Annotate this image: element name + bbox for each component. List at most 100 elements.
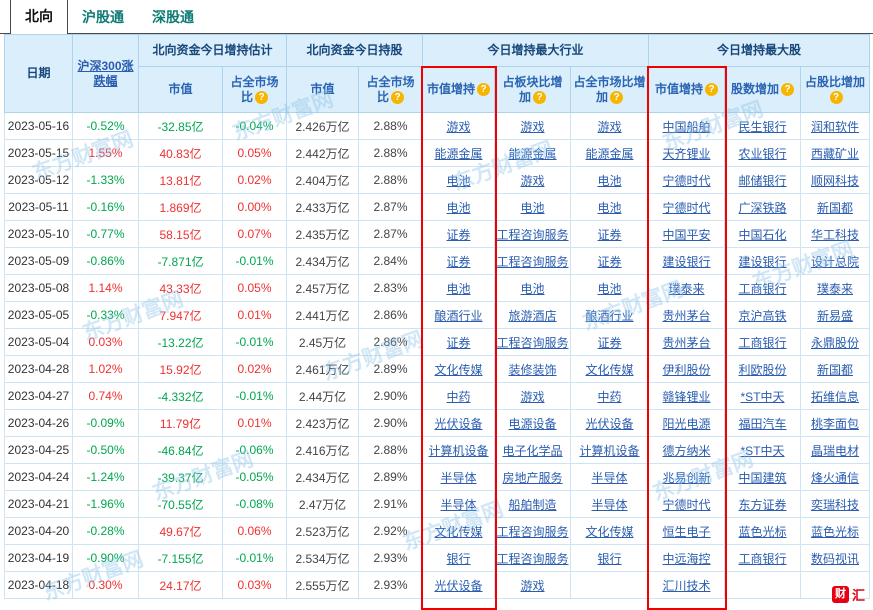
tab-shanghai-connect[interactable]: 沪股通	[82, 9, 124, 25]
help-icon[interactable]: ?	[610, 90, 624, 104]
industry-market-ratio-link[interactable]: 证券	[597, 254, 622, 269]
help-icon[interactable]: ?	[781, 83, 795, 97]
stock-shares-link[interactable]: *ST中天	[740, 389, 785, 404]
industry-market-ratio-link[interactable]: 半导体	[591, 497, 628, 512]
stock-ratio-link[interactable]: 晶瑞电材	[811, 443, 860, 458]
stock-ratio-link[interactable]: 新国都	[817, 200, 854, 215]
industry-market-ratio-link[interactable]: 游戏	[597, 119, 622, 134]
stock-ratio-link[interactable]: 顺网科技	[811, 173, 860, 188]
stock-ratio-link[interactable]: 新易盛	[817, 308, 854, 323]
industry-value-link[interactable]: 半导体	[440, 497, 477, 512]
industry-value-link[interactable]: 半导体	[440, 470, 477, 485]
stock-ratio-link[interactable]: 拓维信息	[811, 389, 860, 404]
help-icon[interactable]: ?	[391, 90, 405, 104]
stock-value-link[interactable]: 汇川技术	[662, 578, 711, 593]
stock-ratio-link[interactable]: 永鼎股份	[811, 335, 860, 350]
stock-ratio-link[interactable]: 烽火通信	[811, 470, 860, 485]
industry-market-ratio-link[interactable]: 证券	[597, 227, 622, 242]
stock-value-link[interactable]: 宁德时代	[662, 200, 711, 215]
industry-value-link[interactable]: 证券	[446, 254, 471, 269]
industry-board-ratio-link[interactable]: 电源设备	[508, 416, 557, 431]
industry-value-link[interactable]: 游戏	[446, 119, 471, 134]
stock-shares-link[interactable]: 京沪高铁	[738, 308, 787, 323]
industry-market-ratio-link[interactable]: 文化传媒	[585, 524, 634, 539]
industry-market-ratio-link[interactable]: 银行	[597, 551, 622, 566]
stock-shares-link[interactable]: 中国建筑	[738, 470, 787, 485]
industry-market-ratio-link[interactable]: 光伏设备	[585, 416, 634, 431]
industry-board-ratio-link[interactable]: 电子化学品	[502, 443, 563, 458]
industry-board-ratio-link[interactable]: 工程咨询服务	[496, 524, 569, 539]
industry-value-link[interactable]: 电池	[446, 173, 471, 188]
stock-shares-link[interactable]: 邮储银行	[738, 173, 787, 188]
stock-ratio-link[interactable]: 设计总院	[811, 254, 860, 269]
stock-ratio-link[interactable]: 华工科技	[811, 227, 860, 242]
industry-market-ratio-link[interactable]: 能源金属	[585, 146, 634, 161]
stock-shares-link[interactable]: 工商银行	[738, 281, 787, 296]
stock-value-link[interactable]: 宁德时代	[662, 173, 711, 188]
industry-board-ratio-link[interactable]: 能源金属	[508, 146, 557, 161]
stock-ratio-link[interactable]: 西藏矿业	[811, 146, 860, 161]
industry-value-link[interactable]: 光伏设备	[434, 416, 483, 431]
stock-ratio-link[interactable]: 数码视讯	[811, 551, 860, 566]
stock-value-link[interactable]: 贵州茅台	[662, 335, 711, 350]
industry-market-ratio-link[interactable]: 半导体	[591, 470, 628, 485]
stock-ratio-link[interactable]: 新国都	[817, 362, 854, 377]
stock-ratio-link[interactable]: 桃李面包	[811, 416, 860, 431]
stock-shares-link[interactable]: 中国石化	[738, 227, 787, 242]
industry-board-ratio-link[interactable]: 工程咨询服务	[496, 227, 569, 242]
hs300-index-link[interactable]: 沪深300涨跌幅	[77, 58, 134, 88]
industry-board-ratio-link[interactable]: 游戏	[520, 389, 545, 404]
help-icon[interactable]: ?	[533, 90, 547, 104]
stock-value-link[interactable]: 贵州茅台	[662, 308, 711, 323]
industry-value-link[interactable]: 电池	[446, 281, 471, 296]
stock-value-link[interactable]: 伊利股份	[662, 362, 711, 377]
industry-board-ratio-link[interactable]: 工程咨询服务	[496, 551, 569, 566]
stock-value-link[interactable]: 恒生电子	[662, 524, 711, 539]
industry-value-link[interactable]: 中药	[446, 389, 471, 404]
industry-board-ratio-link[interactable]: 电池	[520, 200, 545, 215]
stock-shares-link[interactable]: 福田汽车	[738, 416, 787, 431]
industry-board-ratio-link[interactable]: 游戏	[520, 119, 545, 134]
stock-shares-link[interactable]: 农业银行	[738, 146, 787, 161]
stock-shares-link[interactable]: 东方证券	[738, 497, 787, 512]
industry-board-ratio-link[interactable]: 旅游酒店	[508, 308, 557, 323]
stock-value-link[interactable]: 中远海控	[662, 551, 711, 566]
stock-value-link[interactable]: 阳光电源	[662, 416, 711, 431]
industry-market-ratio-link[interactable]: 文化传媒	[585, 362, 634, 377]
stock-shares-link[interactable]: 广深铁路	[738, 200, 787, 215]
stock-value-link[interactable]: 建设银行	[662, 254, 711, 269]
stock-value-link[interactable]: 兆易创新	[662, 470, 711, 485]
stock-ratio-link[interactable]: 蓝色光标	[811, 524, 860, 539]
industry-value-link[interactable]: 酿酒行业	[434, 308, 483, 323]
industry-market-ratio-link[interactable]: 中药	[597, 389, 622, 404]
industry-value-link[interactable]: 证券	[446, 227, 471, 242]
stock-shares-link[interactable]: 利欧股份	[738, 362, 787, 377]
industry-market-ratio-link[interactable]: 计算机设备	[579, 443, 640, 458]
industry-board-ratio-link[interactable]: 电池	[520, 281, 545, 296]
industry-value-link[interactable]: 电池	[446, 200, 471, 215]
stock-shares-link[interactable]: *ST中天	[740, 443, 785, 458]
industry-board-ratio-link[interactable]: 游戏	[520, 578, 545, 593]
industry-market-ratio-link[interactable]: 酿酒行业	[585, 308, 634, 323]
help-icon[interactable]: ?	[477, 83, 491, 97]
industry-market-ratio-link[interactable]: 电池	[597, 281, 622, 296]
help-icon[interactable]: ?	[255, 90, 269, 104]
industry-value-link[interactable]: 能源金属	[434, 146, 483, 161]
industry-value-link[interactable]: 银行	[446, 551, 471, 566]
stock-shares-link[interactable]: 工商银行	[738, 551, 787, 566]
tab-shenzhen-connect[interactable]: 深股通	[152, 9, 194, 25]
industry-board-ratio-link[interactable]: 装修装饰	[508, 362, 557, 377]
stock-shares-link[interactable]: 建设银行	[738, 254, 787, 269]
industry-board-ratio-link[interactable]: 工程咨询服务	[496, 254, 569, 269]
industry-value-link[interactable]: 光伏设备	[434, 578, 483, 593]
stock-value-link[interactable]: 宁德时代	[662, 497, 711, 512]
industry-board-ratio-link[interactable]: 工程咨询服务	[496, 335, 569, 350]
stock-value-link[interactable]: 天齐锂业	[662, 146, 711, 161]
stock-ratio-link[interactable]: 润和软件	[811, 119, 860, 134]
stock-value-link[interactable]: 中国船舶	[662, 119, 711, 134]
tab-northbound[interactable]: 北向	[10, 0, 68, 34]
stock-ratio-link[interactable]: 璞泰来	[817, 281, 854, 296]
industry-board-ratio-link[interactable]: 游戏	[520, 173, 545, 188]
industry-market-ratio-link[interactable]: 电池	[597, 200, 622, 215]
help-icon[interactable]: ?	[705, 83, 719, 97]
